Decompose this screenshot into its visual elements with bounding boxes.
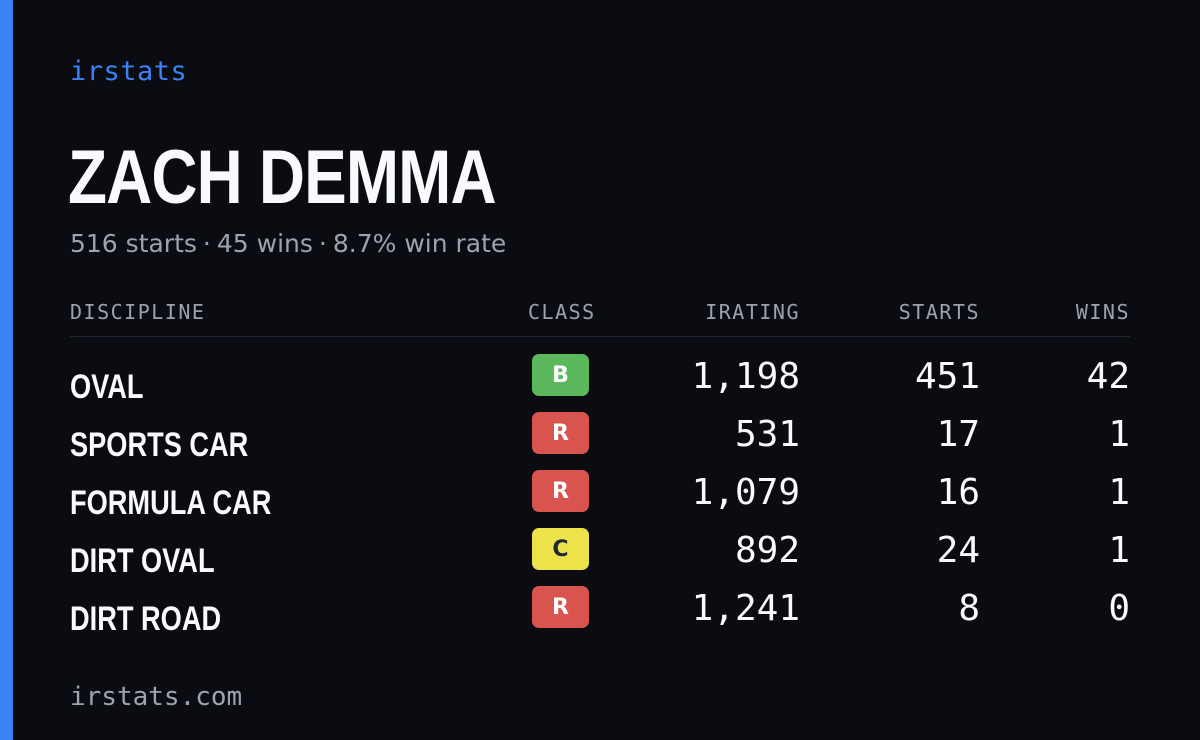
- wins-value: 1: [1108, 530, 1130, 571]
- table-row: DIRT ROAD R 1,241 8 0: [0, 586, 1200, 644]
- starts-count: 516 starts: [70, 229, 197, 258]
- class-badge: R: [532, 412, 589, 454]
- table-row: OVAL B 1,198 451 42: [0, 354, 1200, 412]
- accent-bar: [0, 0, 13, 740]
- irating-value: 531: [734, 414, 800, 455]
- discipline-name: DIRT OVAL: [70, 542, 215, 580]
- header-discipline: DISCIPLINE: [70, 300, 206, 324]
- class-badge: R: [532, 586, 589, 628]
- wins-value: 42: [1086, 356, 1130, 397]
- starts-value: 16: [936, 472, 980, 513]
- class-badge: B: [532, 354, 589, 396]
- starts-value: 24: [936, 530, 980, 571]
- irating-value: 892: [734, 530, 800, 571]
- separator: ·: [318, 229, 327, 258]
- wins-value: 1: [1108, 472, 1130, 513]
- class-badge: R: [532, 470, 589, 512]
- table-row: DIRT OVAL C 892 24 1: [0, 528, 1200, 586]
- header-divider: [70, 336, 1130, 337]
- irating-value: 1,198: [691, 356, 800, 397]
- discipline-name: DIRT ROAD: [70, 600, 222, 638]
- starts-value: 8: [958, 588, 980, 629]
- player-summary: 516 starts · 45 wins · 8.7% win rate: [70, 229, 506, 258]
- separator: ·: [202, 229, 211, 258]
- starts-value: 17: [936, 414, 980, 455]
- wins-count: 45 wins: [216, 229, 313, 258]
- irating-value: 1,079: [691, 472, 800, 513]
- discipline-name: OVAL: [70, 368, 144, 406]
- wins-value: 1: [1108, 414, 1130, 455]
- discipline-name: FORMULA CAR: [70, 484, 272, 522]
- footer-url: irstats.com: [70, 682, 243, 712]
- wins-value: 0: [1108, 588, 1130, 629]
- brand-logo: irstats: [70, 56, 188, 87]
- player-name: ZACH DEMMA: [68, 135, 497, 220]
- header-wins: WINS: [1075, 300, 1130, 324]
- table-row: FORMULA CAR R 1,079 16 1: [0, 470, 1200, 528]
- win-rate: 8.7% win rate: [332, 229, 507, 258]
- starts-value: 451: [914, 356, 980, 397]
- discipline-name: SPORTS CAR: [70, 426, 249, 464]
- class-badge: C: [532, 528, 589, 570]
- irating-value: 1,241: [691, 588, 800, 629]
- header-class: CLASS: [528, 300, 596, 324]
- header-irating: IRATING: [705, 300, 800, 324]
- table-row: SPORTS CAR R 531 17 1: [0, 412, 1200, 470]
- header-starts: STARTS: [898, 300, 980, 324]
